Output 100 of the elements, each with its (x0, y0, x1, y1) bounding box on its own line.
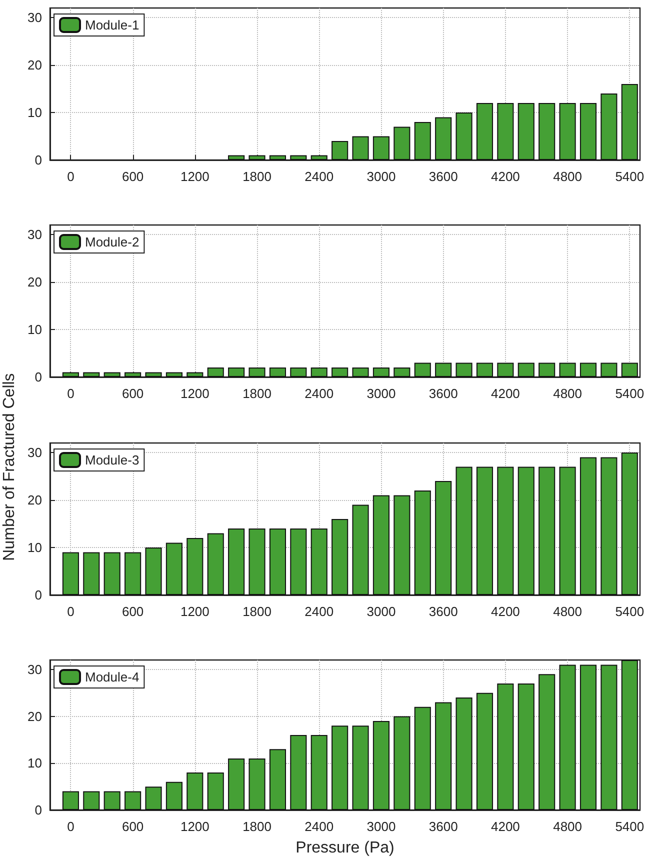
bar (352, 136, 369, 160)
y-tick-label: 0 (34, 152, 42, 168)
bar (310, 528, 328, 595)
x-tick-label: 2400 (304, 604, 334, 619)
x-tick-label: 1200 (180, 169, 210, 184)
legend-label: Module-1 (85, 18, 140, 32)
bar (352, 368, 369, 377)
bar (600, 457, 618, 595)
bar (62, 552, 79, 595)
x-tick-label: 0 (67, 819, 74, 834)
bar (414, 122, 431, 160)
bar (310, 735, 328, 810)
bar (476, 692, 494, 810)
bar (621, 84, 638, 160)
bar (518, 466, 534, 595)
bar (248, 528, 266, 595)
bar (62, 372, 79, 377)
bar (372, 495, 390, 595)
bar (228, 528, 245, 595)
x-tick-label: 600 (122, 386, 144, 401)
bar (538, 674, 556, 810)
bar (621, 660, 638, 810)
x-tick-label: 4800 (553, 819, 582, 834)
x-tick-label: 1800 (242, 169, 272, 184)
bar (456, 698, 472, 810)
bar (580, 664, 597, 810)
y-tick-label: 20 (28, 274, 42, 290)
x-tick-label: 5400 (615, 819, 644, 834)
x-tick-label: 2400 (304, 169, 334, 184)
bar (145, 786, 162, 810)
bar (559, 362, 576, 377)
bar (456, 362, 472, 377)
y-tick-label: 0 (34, 370, 42, 384)
bar (228, 758, 245, 810)
legend-label: Module-3 (85, 452, 140, 468)
x-tick-label: 4200 (490, 604, 520, 619)
bar (269, 528, 286, 595)
bar (538, 362, 556, 377)
bar (290, 735, 307, 810)
y-tick-label: 30 (28, 10, 42, 25)
x-tick-label: 4200 (490, 386, 520, 401)
bar (290, 528, 307, 595)
bar (600, 94, 618, 160)
bar (394, 126, 410, 160)
bar (83, 791, 100, 810)
x-tick-label: 5400 (615, 604, 644, 619)
bar (290, 155, 307, 160)
bar (372, 368, 390, 377)
bar (332, 519, 348, 595)
x-tick-label: 1800 (242, 819, 272, 834)
y-tick-label: 10 (28, 756, 42, 771)
bar (83, 372, 100, 377)
bar (104, 372, 120, 377)
x-tick-label: 3000 (366, 386, 396, 401)
bar (310, 368, 328, 377)
bar (207, 368, 224, 377)
x-tick-label: 3000 (366, 604, 396, 619)
y-tick-label: 0 (34, 802, 42, 818)
bar (269, 368, 286, 377)
y-tick-label: 30 (28, 662, 42, 677)
bar (228, 155, 245, 160)
x-tick-label: 3600 (428, 819, 458, 834)
x-tick-label: 4200 (490, 169, 520, 184)
bar (476, 466, 494, 595)
bar (248, 368, 266, 377)
bar (104, 791, 120, 810)
x-tick-label: 5400 (615, 169, 644, 184)
bar (124, 372, 142, 377)
bar (621, 452, 638, 595)
bar (310, 155, 328, 160)
bar (538, 103, 556, 160)
x-tick-label: 1800 (242, 386, 272, 401)
x-tick-label: 4800 (553, 169, 582, 184)
bar (559, 466, 576, 595)
x-tick-label: 3600 (428, 169, 458, 184)
bar (621, 362, 638, 377)
bar (352, 726, 369, 810)
bar (104, 552, 120, 595)
bar (269, 155, 286, 160)
y-tick-label: 20 (28, 708, 42, 724)
bar (166, 372, 182, 377)
x-tick-label: 2400 (304, 386, 334, 401)
bar (600, 664, 618, 810)
bar (332, 141, 348, 160)
bar (207, 772, 224, 810)
bar (580, 457, 597, 595)
bar (559, 103, 576, 160)
x-tick-label: 0 (67, 604, 74, 619)
x-tick-label: 4200 (490, 819, 520, 834)
x-tick-label: 3000 (366, 819, 396, 834)
bar (248, 155, 266, 160)
y-tick-label: 20 (28, 492, 42, 508)
bar (62, 791, 79, 810)
x-tick-label: 2400 (304, 819, 334, 834)
bar (207, 533, 224, 595)
x-tick-label: 0 (67, 386, 74, 401)
x-tick-label: 3000 (366, 169, 396, 184)
bar (124, 552, 142, 595)
x-tick-label: 1800 (242, 604, 272, 619)
bar (394, 495, 410, 595)
